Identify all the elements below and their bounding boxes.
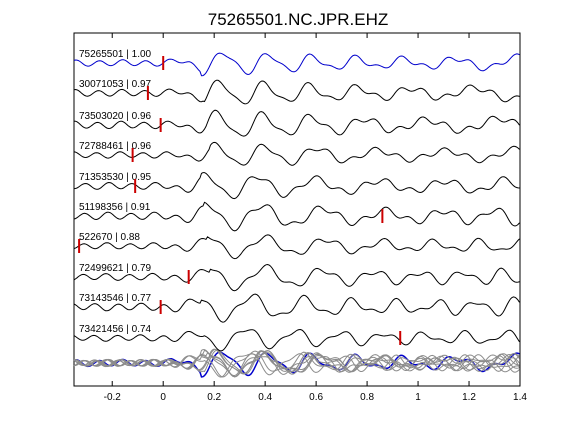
overlay-stack bbox=[73, 348, 520, 378]
x-tick-label: 0.4 bbox=[258, 392, 272, 403]
trace-line bbox=[73, 293, 520, 323]
x-tick-label: 0 bbox=[160, 392, 166, 403]
x-tick-label: 1 bbox=[415, 392, 421, 403]
overlay-trace bbox=[73, 353, 520, 378]
chart-title: 75265501.NC.JPR.EHZ bbox=[208, 10, 388, 29]
x-tick-label: 0.2 bbox=[207, 392, 221, 403]
trace-label: 73421456 | 0.74 bbox=[79, 324, 152, 335]
trace-label: 73143546 | 0.77 bbox=[79, 293, 152, 304]
trace-line bbox=[73, 263, 520, 292]
x-tick-label: 0.8 bbox=[360, 392, 374, 403]
trace-label: 30071053 | 0.97 bbox=[79, 79, 152, 90]
trace-line bbox=[73, 234, 520, 260]
overlay-trace bbox=[73, 350, 520, 378]
overlay-trace bbox=[73, 349, 520, 378]
trace-line bbox=[73, 172, 520, 200]
x-tick-label: 0.6 bbox=[309, 392, 323, 403]
plot-frame bbox=[73, 32, 521, 387]
trace-line bbox=[73, 141, 520, 166]
trace-label: 51198356 | 0.91 bbox=[79, 202, 151, 213]
trace-labels: 75265501 | 1.00 30071053 | 0.97 73503020 |… bbox=[79, 49, 152, 335]
x-tick-label: 1.4 bbox=[513, 392, 527, 403]
trace-line bbox=[73, 201, 520, 232]
trace-line bbox=[73, 52, 520, 77]
x-axis: -0.2 0 0.2 0.4 0.6 0.8 1 1.2 1.4 bbox=[104, 33, 527, 403]
overlay-trace bbox=[73, 349, 520, 378]
trace-line bbox=[73, 328, 520, 352]
trace-label: 72788461 | 0.96 bbox=[79, 141, 152, 152]
x-tick-label: -0.2 bbox=[104, 392, 122, 403]
pick-markers bbox=[78, 56, 402, 345]
trace-label: 522670 | 0.88 bbox=[79, 232, 140, 243]
trace-label: 71353530 | 0.95 bbox=[79, 172, 152, 183]
trace-line bbox=[73, 109, 520, 137]
trace-label: 75265501 | 1.00 bbox=[79, 49, 152, 60]
trace-label: 72499621 | 0.79 bbox=[79, 263, 152, 274]
trace-label: 73503020 | 0.96 bbox=[79, 111, 152, 122]
x-tick-label: 1.2 bbox=[462, 392, 476, 403]
